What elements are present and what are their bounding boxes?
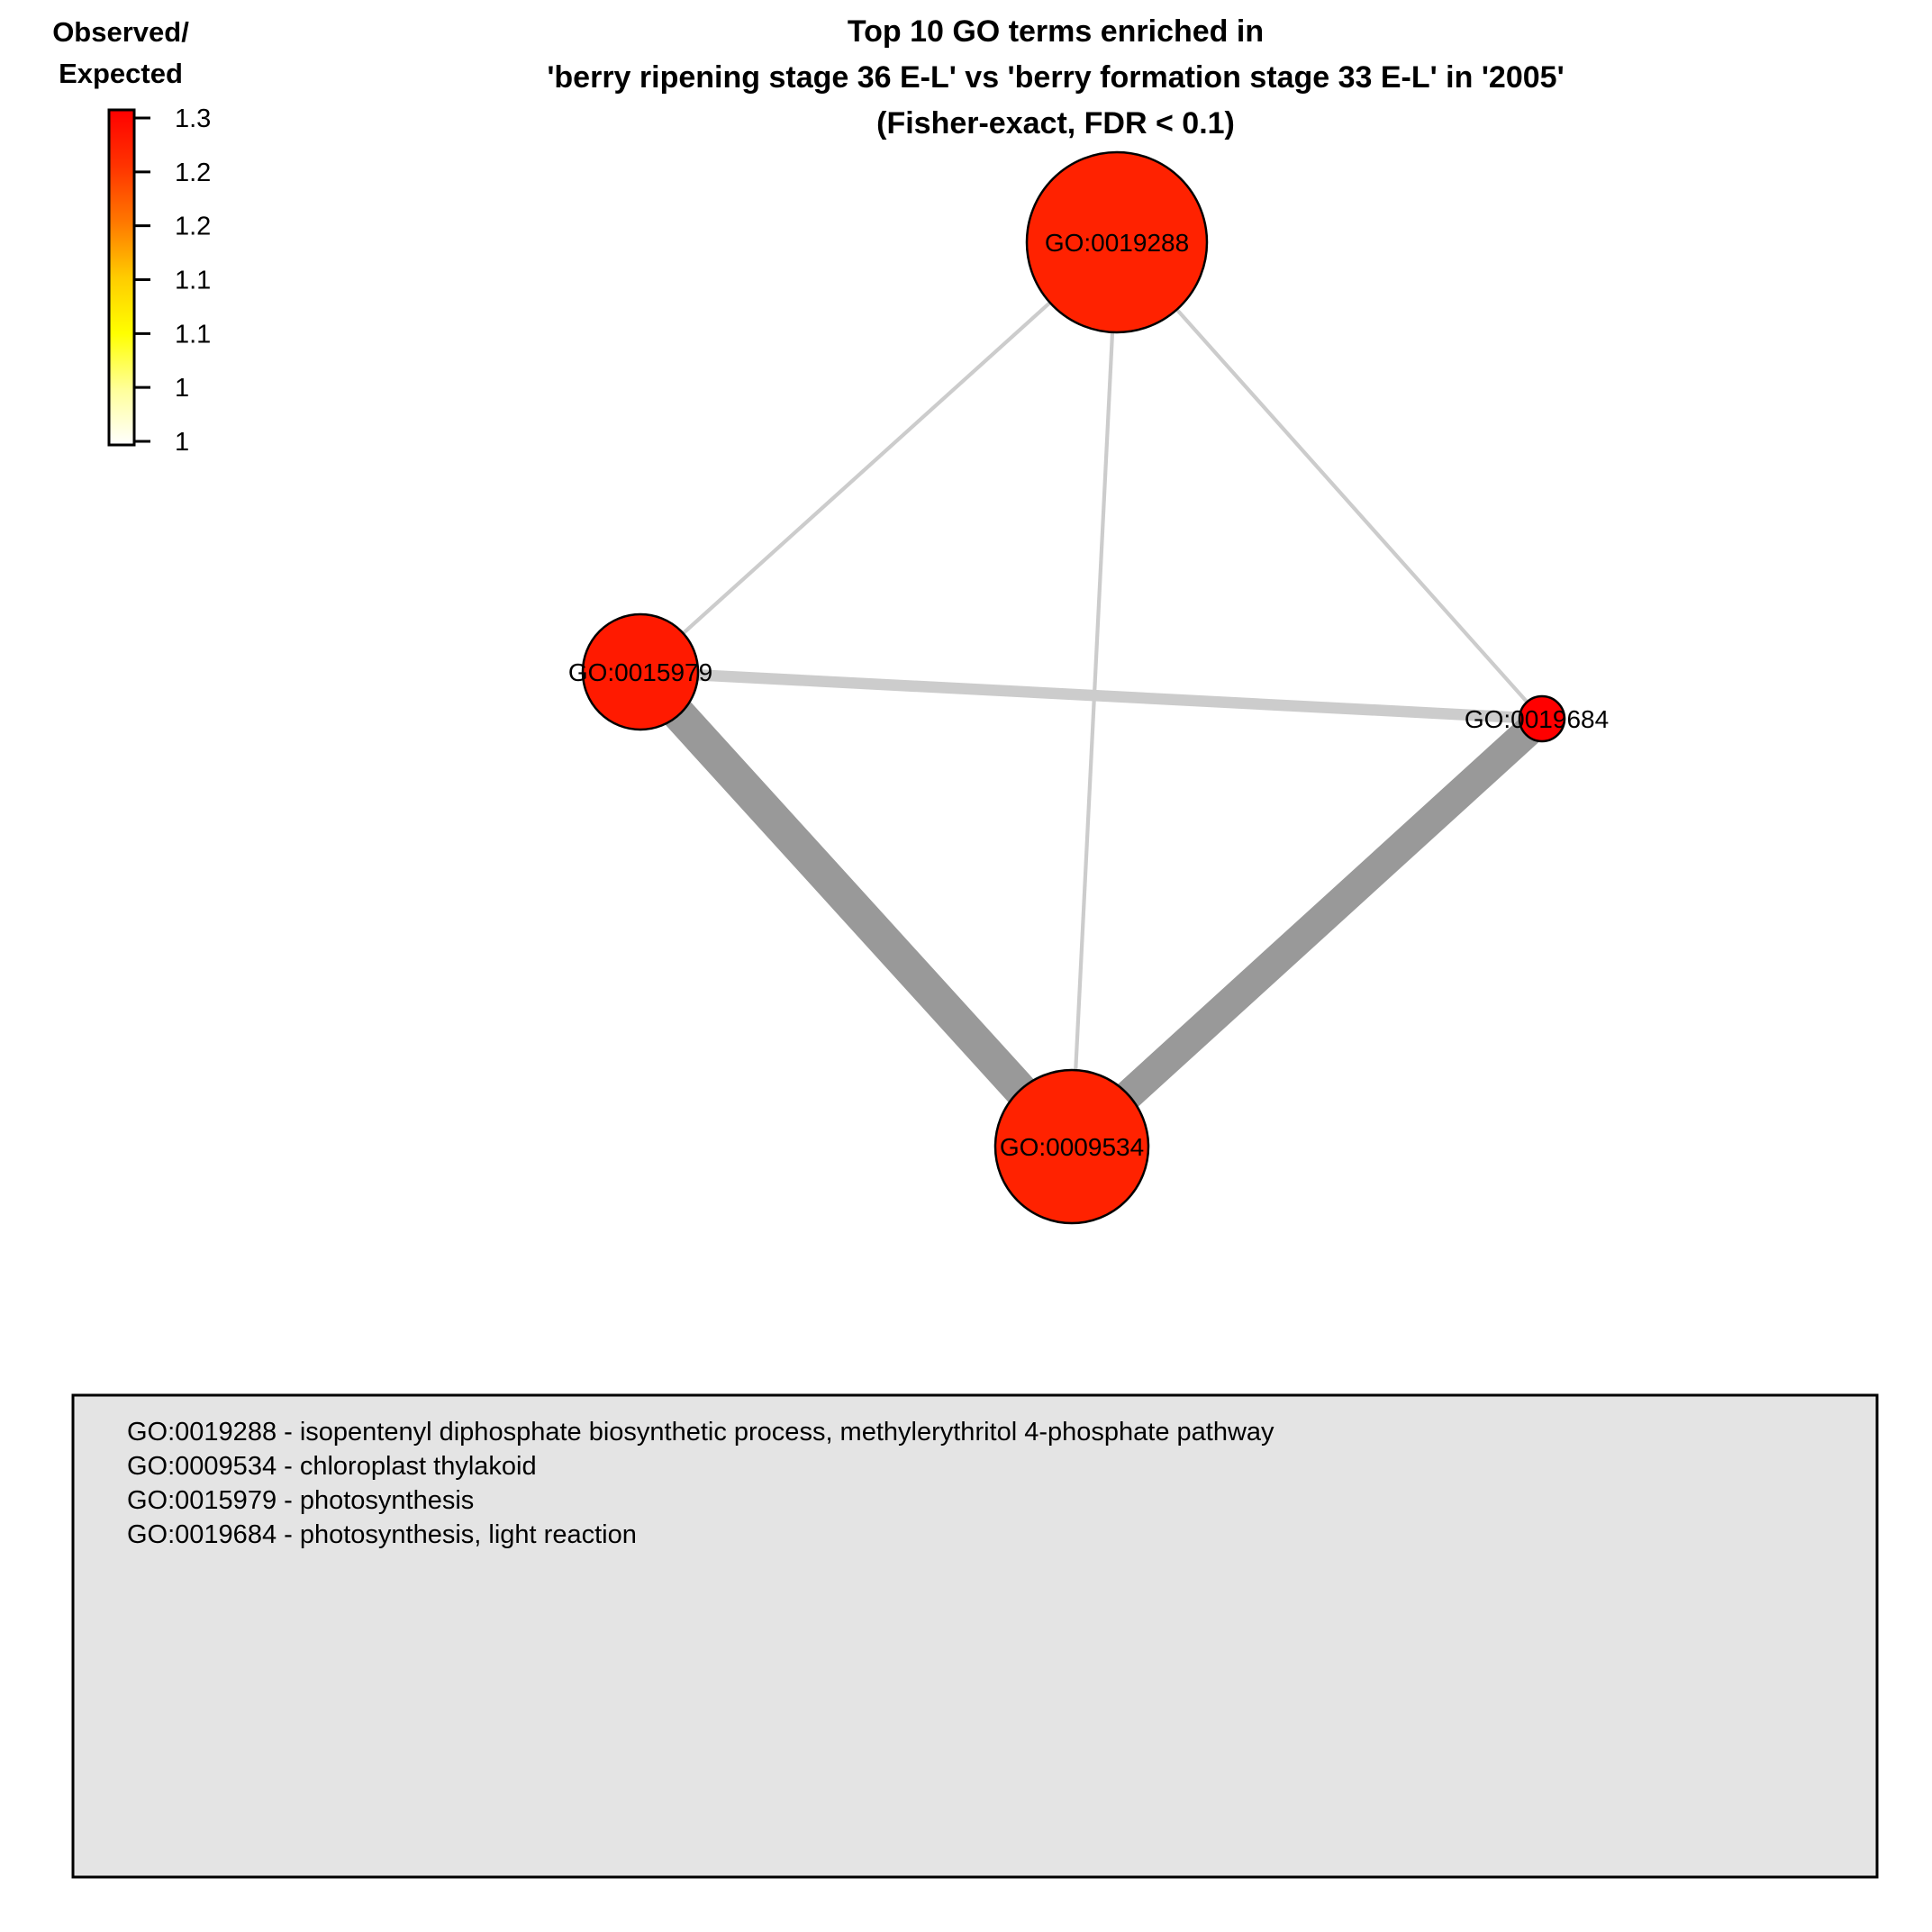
network-node-label: GO:0009534 bbox=[1000, 1133, 1144, 1161]
description-box-background bbox=[71, 1393, 1879, 1879]
legend-title-line-1: Observed/ bbox=[52, 16, 189, 48]
figure-title: Top 10 GO terms enriched in 'berry ripen… bbox=[547, 14, 1564, 141]
legend-tick-label: 1.2 bbox=[175, 159, 211, 187]
term-description-line: GO:0009534 - chloroplast thylakoid bbox=[127, 1452, 537, 1481]
network-node-label: GO:0019684 bbox=[1465, 705, 1609, 733]
legend-tick-label: 1.3 bbox=[175, 104, 211, 133]
legend-tick-label: 1.1 bbox=[175, 267, 211, 295]
network-node bbox=[581, 612, 700, 731]
legend-color-bar bbox=[107, 108, 136, 447]
network-edges bbox=[628, 240, 1553, 1158]
network-edge bbox=[628, 660, 1084, 1158]
network-node bbox=[1518, 694, 1566, 743]
legend-ticks: 1.3 1.2 1.2 1.1 1.1 1 1 bbox=[134, 104, 211, 457]
term-description-line: GO:0019684 - photosynthesis, light react… bbox=[127, 1520, 637, 1549]
term-description-line: GO:0015979 - photosynthesis bbox=[127, 1486, 474, 1515]
network-edge bbox=[639, 666, 1543, 725]
network-nodes bbox=[581, 150, 1566, 1225]
legend-tick-label: 1.1 bbox=[175, 320, 211, 349]
network-edge bbox=[639, 240, 1119, 674]
term-description-line: GO:0019288 - isopentenyl diphosphate bio… bbox=[127, 1418, 1274, 1447]
network-node bbox=[1025, 150, 1209, 334]
network-node-label: GO:0019288 bbox=[1045, 229, 1189, 257]
legend-tick-label: 1 bbox=[175, 428, 189, 457]
network-edge bbox=[1115, 240, 1544, 721]
network-node-labels: GO:0019288 GO:0015979 GO:0019684 GO:0009534 bbox=[568, 229, 1609, 1161]
term-description-box: GO:0019288 - isopentenyl diphosphate bio… bbox=[71, 1393, 1879, 1879]
network-node-label: GO:0015979 bbox=[568, 658, 712, 686]
color-legend: Observed/ Expected 1.3 1.2 1.2 1.1 1.1 1 1 bbox=[52, 16, 211, 457]
title-line-3: (Fisher-exact, FDR < 0.1) bbox=[876, 106, 1235, 141]
legend-tick-label: 1 bbox=[175, 374, 189, 403]
title-line-2: 'berry ripening stage 36 E-L' vs 'berry … bbox=[547, 60, 1564, 95]
legend-title-line-2: Expected bbox=[59, 58, 183, 89]
legend-tick-label: 1.2 bbox=[175, 213, 211, 241]
network-edge bbox=[1061, 707, 1553, 1158]
title-line-1: Top 10 GO terms enriched in bbox=[848, 14, 1264, 49]
network-node bbox=[993, 1068, 1150, 1225]
